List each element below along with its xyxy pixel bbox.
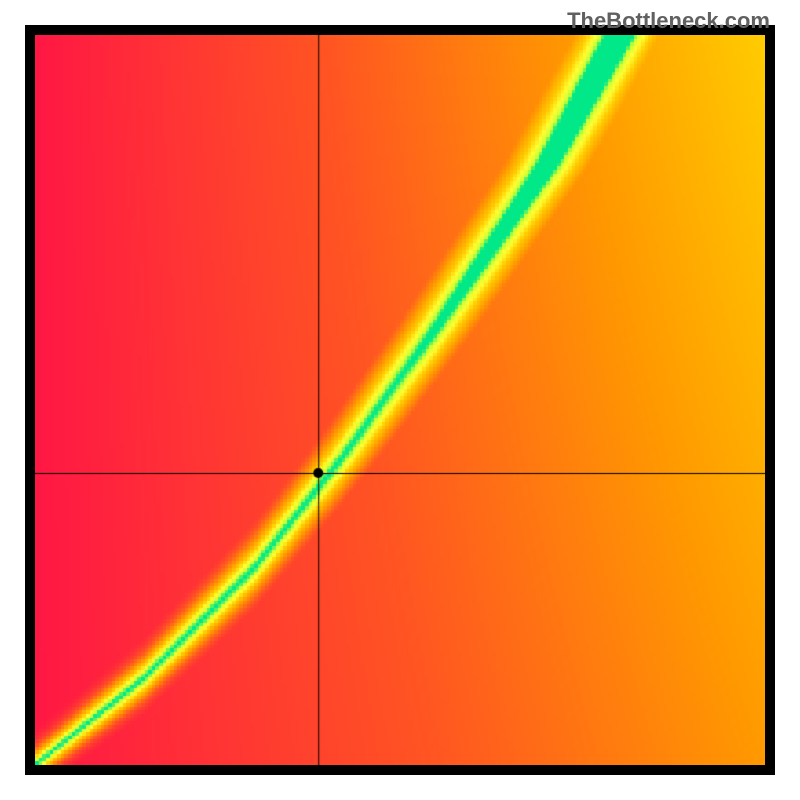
watermark-text: TheBottleneck.com xyxy=(567,8,770,34)
plot-frame xyxy=(25,25,775,775)
heatmap-canvas xyxy=(35,35,765,765)
plot-inner xyxy=(35,35,765,765)
